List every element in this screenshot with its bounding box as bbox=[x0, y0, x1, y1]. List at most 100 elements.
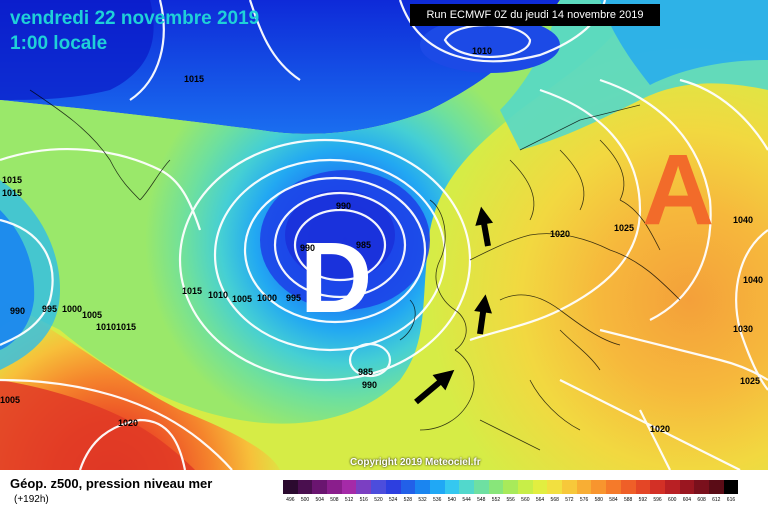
color-scale-label: 524 bbox=[388, 497, 398, 503]
isobar-label: 995 bbox=[42, 304, 58, 314]
color-scale-label: 608 bbox=[697, 497, 706, 503]
color-scale-label: 616 bbox=[726, 497, 736, 503]
isobar-label: 1020 bbox=[118, 418, 139, 428]
color-scale-swatch bbox=[650, 480, 665, 494]
color-scale-label: 592 bbox=[638, 497, 648, 503]
isobar-label: 1020 bbox=[550, 229, 571, 239]
color-scale-swatch bbox=[283, 480, 298, 494]
color-scale-label: 512 bbox=[344, 497, 354, 503]
color-scale-label: 496 bbox=[286, 497, 295, 503]
color-scale-swatch bbox=[576, 480, 592, 494]
color-scale-swatch bbox=[327, 480, 342, 494]
isobar-label: 1005 bbox=[0, 395, 21, 405]
color-scale-label: 568 bbox=[550, 497, 559, 503]
color-scale-swatch bbox=[562, 480, 577, 494]
arrow-up-icon bbox=[474, 294, 492, 335]
isobar-label: 1025 bbox=[614, 223, 635, 233]
isobar-label: 1000 bbox=[62, 304, 83, 314]
color-scale-label: 560 bbox=[521, 497, 530, 503]
color-scale-label: 536 bbox=[433, 497, 442, 503]
isobar-label: 1010 bbox=[472, 46, 493, 56]
isobar-label: 1025 bbox=[740, 376, 761, 386]
color-scale-label: 556 bbox=[506, 497, 515, 503]
color-scale-label: 604 bbox=[682, 497, 692, 503]
color-scale-label: 520 bbox=[374, 497, 383, 503]
color-scale-swatch bbox=[488, 480, 504, 494]
isobar-label: 1015 bbox=[116, 322, 137, 332]
color-scale-swatch bbox=[444, 480, 460, 494]
color-scale-swatch bbox=[415, 480, 430, 494]
color-scale-label: 572 bbox=[565, 497, 574, 503]
color-scale-label: 532 bbox=[418, 497, 427, 503]
color-scale-swatch bbox=[591, 480, 607, 494]
isobar-label: 995 bbox=[286, 293, 302, 303]
isobar-label: 1015 bbox=[184, 74, 205, 84]
color-scale-swatch bbox=[664, 480, 680, 494]
arrow-up-right-icon bbox=[414, 369, 455, 405]
color-scale-label: 584 bbox=[609, 497, 618, 503]
isobar-label: 1020 bbox=[650, 424, 671, 434]
forecast-date: vendredi 22 novembre 2019 bbox=[10, 8, 260, 29]
isobar-label: 1040 bbox=[733, 215, 754, 225]
low-pressure-symbol: D bbox=[300, 222, 373, 334]
isobar-label: 1015 bbox=[2, 175, 23, 185]
color-scale-swatch bbox=[459, 480, 474, 494]
isobar-label: 1030 bbox=[733, 324, 754, 334]
isobar-label: 1015 bbox=[182, 286, 203, 296]
color-scale-label: 552 bbox=[491, 497, 501, 503]
color-scale-swatch bbox=[385, 480, 401, 494]
color-scale-labels: 496 500 504 508 512 516 520 524 528 532 536 540 544 5… bbox=[283, 497, 738, 503]
color-scale-swatch bbox=[723, 480, 739, 494]
color-scale-swatch bbox=[606, 480, 621, 494]
color-scale-swatch bbox=[518, 480, 533, 494]
color-scale-swatch bbox=[679, 480, 695, 494]
map-background bbox=[0, 0, 768, 470]
color-scale-swatch bbox=[356, 480, 372, 494]
isobar-label: 1015 bbox=[2, 188, 23, 198]
color-scale-label: 540 bbox=[447, 497, 457, 503]
color-scale-label: 600 bbox=[668, 497, 677, 503]
isobar-label: 990 bbox=[10, 306, 26, 316]
color-scale-label: 612 bbox=[712, 497, 721, 503]
color-scale-swatch bbox=[400, 480, 416, 494]
color-scale-label: 596 bbox=[653, 497, 662, 503]
isobar-label: 1000 bbox=[257, 293, 278, 303]
color-scale-label: 580 bbox=[594, 497, 603, 503]
isobar-label: 990 bbox=[300, 243, 316, 253]
isobar-label: 1010 bbox=[96, 322, 117, 332]
color-scale-swatch bbox=[694, 480, 709, 494]
isobar-label: 1010 bbox=[208, 290, 229, 300]
forecast-lead: (+192h) bbox=[14, 494, 49, 505]
color-scale-label: 528 bbox=[403, 497, 413, 503]
isobar-label: 990 bbox=[362, 380, 378, 390]
color-scale-swatch bbox=[547, 480, 563, 494]
color-scale-swatch bbox=[620, 480, 636, 494]
forecast-time: 1:00 locale bbox=[10, 33, 108, 54]
color-scale-swatch bbox=[708, 480, 724, 494]
color-scale-label: 544 bbox=[462, 497, 471, 503]
run-info: Run ECMWF 0Z du jeudi 14 novembre 2019 bbox=[410, 4, 660, 26]
color-scale-label: 588 bbox=[623, 497, 633, 503]
high-pressure-symbol: A bbox=[642, 134, 715, 246]
isobar-label: 985 bbox=[358, 367, 374, 377]
copyright-notice: Copyright 2019 Meteociel.fr bbox=[350, 457, 481, 468]
isobar-label: 1040 bbox=[743, 275, 764, 285]
isobar-label: 990 bbox=[336, 201, 352, 211]
isobar-label: 1005 bbox=[232, 294, 253, 304]
color-scale-label: 504 bbox=[315, 497, 324, 503]
color-scale-label: 500 bbox=[300, 497, 310, 503]
color-scale-swatch bbox=[297, 480, 313, 494]
map-title: Géop. z500, pression niveau mer bbox=[10, 476, 213, 491]
color-scale-swatch bbox=[532, 480, 548, 494]
color-scale-label: 576 bbox=[579, 497, 589, 503]
isobar-label: 1005 bbox=[82, 310, 103, 320]
color-scale-label: 564 bbox=[535, 497, 545, 503]
color-scale-swatch bbox=[341, 480, 357, 494]
color-scale-swatch bbox=[312, 480, 328, 494]
color-scale-swatch bbox=[635, 480, 651, 494]
color-scale-label: 508 bbox=[330, 497, 339, 503]
color-scale-swatch bbox=[473, 480, 489, 494]
color-scale bbox=[283, 480, 739, 494]
wind-arrows bbox=[414, 206, 494, 405]
color-scale-label: 548 bbox=[477, 497, 486, 503]
